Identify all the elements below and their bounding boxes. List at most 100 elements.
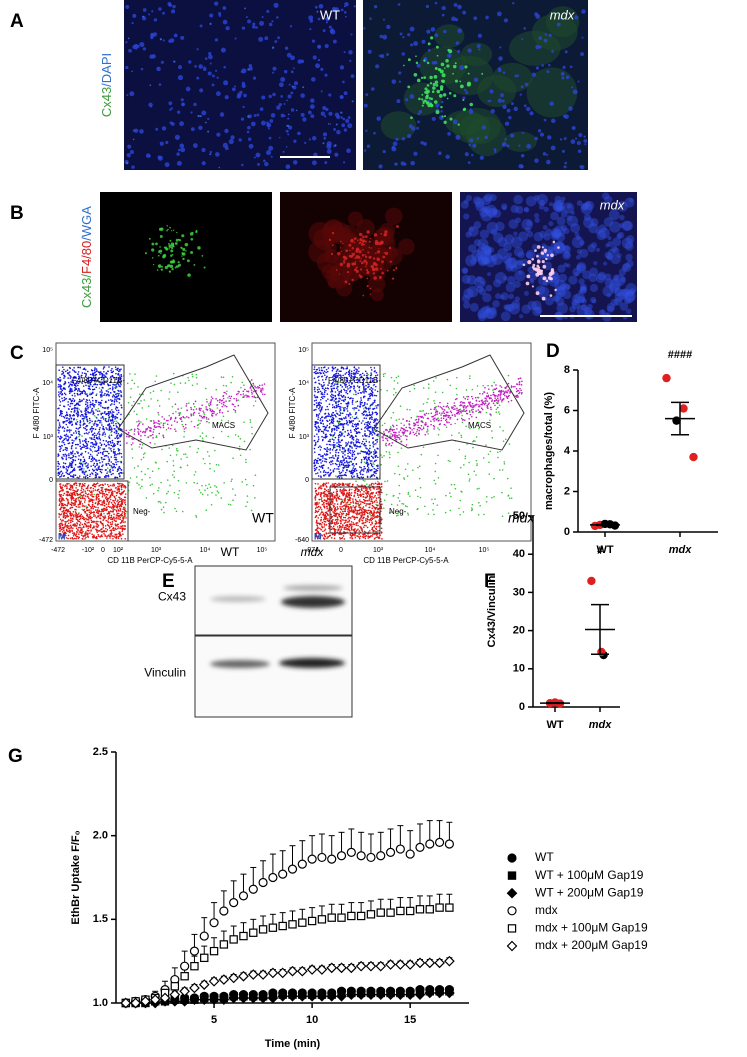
speck xyxy=(378,248,379,249)
speck xyxy=(247,131,250,134)
event xyxy=(74,409,76,411)
event xyxy=(84,391,86,393)
speck xyxy=(239,138,242,141)
event xyxy=(116,501,118,503)
event xyxy=(76,428,78,430)
event xyxy=(61,441,63,443)
event xyxy=(95,474,97,476)
event xyxy=(58,369,60,371)
speck xyxy=(462,268,468,274)
event xyxy=(117,513,119,515)
speck xyxy=(544,207,549,212)
event xyxy=(90,494,92,496)
speck xyxy=(469,138,473,142)
speck xyxy=(550,294,553,297)
event xyxy=(253,396,255,398)
event xyxy=(104,476,106,478)
event xyxy=(62,486,64,488)
speck xyxy=(348,116,351,119)
event xyxy=(79,434,81,436)
speck xyxy=(209,153,211,155)
event xyxy=(143,457,145,459)
event xyxy=(103,371,105,373)
event xyxy=(81,453,83,455)
speck xyxy=(159,266,160,267)
speck xyxy=(492,300,499,307)
event xyxy=(217,490,219,492)
event xyxy=(99,410,101,412)
event xyxy=(77,494,79,496)
event xyxy=(121,433,123,435)
event xyxy=(237,393,239,395)
event xyxy=(499,413,501,415)
speck xyxy=(464,199,469,204)
event xyxy=(113,391,115,393)
event xyxy=(117,477,119,479)
speck xyxy=(521,38,523,40)
speck xyxy=(373,272,375,274)
event xyxy=(370,421,372,423)
speck xyxy=(552,295,558,301)
event xyxy=(89,437,91,439)
event xyxy=(103,451,105,453)
event xyxy=(117,499,119,501)
event xyxy=(401,503,403,505)
event xyxy=(73,367,75,369)
event xyxy=(117,504,119,506)
event xyxy=(91,512,93,514)
speck xyxy=(539,271,543,275)
event xyxy=(209,463,211,465)
stain-part: Cx43 xyxy=(99,87,114,117)
speck xyxy=(539,46,542,49)
event xyxy=(91,421,93,423)
speck xyxy=(291,71,294,74)
event xyxy=(79,367,81,369)
event xyxy=(157,412,159,414)
event xyxy=(61,370,63,372)
event xyxy=(57,466,59,468)
event xyxy=(249,449,251,451)
event xyxy=(355,401,357,403)
event xyxy=(86,419,88,421)
event xyxy=(193,413,195,415)
event xyxy=(335,475,337,477)
event xyxy=(185,427,187,429)
event xyxy=(403,477,405,479)
event xyxy=(223,402,225,404)
speck xyxy=(256,153,261,158)
speck xyxy=(473,16,477,20)
speck xyxy=(590,284,598,292)
event xyxy=(246,484,248,486)
event xyxy=(76,432,78,434)
speck xyxy=(447,98,449,100)
event xyxy=(61,393,63,395)
event xyxy=(61,522,63,524)
speck xyxy=(505,121,509,125)
event xyxy=(116,459,118,461)
event xyxy=(108,391,110,393)
event xyxy=(120,527,122,529)
speck xyxy=(171,268,173,270)
event xyxy=(100,492,102,494)
event xyxy=(76,527,78,529)
event xyxy=(62,466,64,468)
event xyxy=(87,487,89,489)
speck xyxy=(149,238,151,240)
event xyxy=(107,451,109,453)
speck xyxy=(350,255,353,258)
event xyxy=(107,394,109,396)
event xyxy=(341,407,343,409)
speck xyxy=(440,106,442,108)
event xyxy=(487,385,489,387)
speck xyxy=(514,260,523,269)
event xyxy=(81,400,83,402)
stain-part: Cx43/ xyxy=(79,274,94,308)
event xyxy=(80,469,82,471)
event xyxy=(75,513,77,515)
event xyxy=(371,460,373,462)
speck xyxy=(431,98,434,101)
event xyxy=(88,530,90,532)
speck xyxy=(289,84,291,86)
event xyxy=(110,370,112,372)
speck xyxy=(441,79,444,82)
